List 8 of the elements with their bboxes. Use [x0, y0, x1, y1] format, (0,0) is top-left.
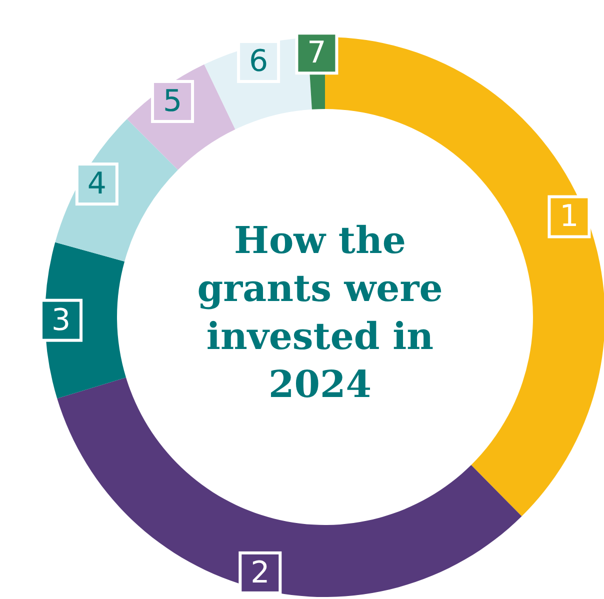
- slice-label: 4: [87, 166, 106, 202]
- slice-label: 1: [560, 199, 579, 234]
- slice-label: 2: [250, 555, 270, 590]
- slice-label: 5: [162, 84, 182, 119]
- slice-label: 7: [307, 36, 326, 71]
- slice-label: 6: [248, 44, 268, 79]
- slice-label: 3: [51, 302, 71, 338]
- text: How the grants were invested in 2024: [196, 217, 444, 408]
